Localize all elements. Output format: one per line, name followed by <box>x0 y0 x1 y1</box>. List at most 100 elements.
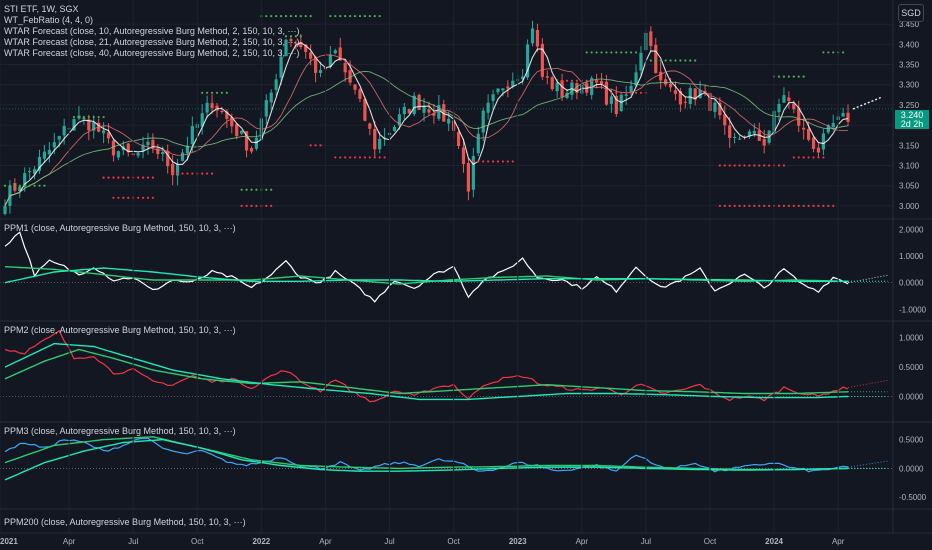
signal-dot <box>782 204 786 207</box>
candle-body <box>102 130 106 134</box>
time-axis-label: 2022 <box>252 537 270 546</box>
candle-body <box>299 42 303 48</box>
candle-body <box>437 104 441 119</box>
signal-dot <box>639 91 643 94</box>
candle-body <box>47 149 51 155</box>
candle-body <box>106 132 111 139</box>
legend-wtar-forecast-10: WTAR Forecast (close, 10, Autoregressive… <box>4 26 300 36</box>
signal-dot <box>600 51 603 54</box>
candle-body <box>698 89 702 99</box>
candle-body <box>659 71 663 81</box>
signal-dot <box>250 188 253 191</box>
signal-dot <box>570 79 574 82</box>
signal-dot <box>758 204 761 207</box>
candle-body <box>422 106 426 113</box>
candle-body <box>511 80 515 87</box>
candle-body <box>235 124 239 137</box>
candle-body <box>18 186 22 192</box>
signal-dot <box>378 156 381 159</box>
candle-body <box>304 44 308 52</box>
signal-dot <box>309 14 312 18</box>
candle-body <box>313 56 318 73</box>
signal-dot <box>472 160 475 163</box>
candle-body <box>831 122 835 128</box>
candle-body <box>649 31 653 46</box>
signal-dot <box>299 35 302 38</box>
signal-dot <box>487 160 490 163</box>
pane1-series-2 <box>4 267 848 284</box>
candle-body <box>32 169 37 174</box>
time-axis-label: Apr <box>319 537 332 546</box>
signal-dot <box>718 164 721 167</box>
time-axis-label: 2021 <box>0 537 18 546</box>
candle-body <box>13 183 17 191</box>
signal-dot <box>349 14 352 18</box>
signal-dot <box>265 14 268 18</box>
candle-body <box>417 94 421 110</box>
signal-dot <box>822 204 825 207</box>
signal-dot <box>240 188 243 191</box>
signal-dot <box>28 184 31 187</box>
signal-dot <box>33 184 36 187</box>
candle-body <box>521 76 525 80</box>
signal-dot <box>511 160 514 163</box>
candle-body <box>501 88 505 91</box>
signal-dot <box>358 156 362 159</box>
time-axis-label: Jul <box>384 537 394 546</box>
time-axis-label: Apr <box>63 537 76 546</box>
signal-dot <box>595 51 598 54</box>
signal-dot <box>279 14 283 18</box>
candle-body <box>506 86 510 89</box>
candle-body <box>161 151 165 155</box>
pane1-series-1 <box>4 266 849 285</box>
candle-body <box>560 80 564 98</box>
candle-body <box>62 126 66 136</box>
signal-dot <box>634 91 638 94</box>
candle-body <box>318 70 323 73</box>
signal-dot <box>3 184 7 187</box>
signal-dot <box>787 75 790 78</box>
candle-body <box>737 138 742 140</box>
signal-dot <box>206 91 209 94</box>
signal-dot <box>215 91 219 94</box>
candle-body <box>151 139 155 148</box>
signal-dot <box>334 156 337 159</box>
candle-body <box>486 102 490 113</box>
candle-body <box>747 131 752 137</box>
candle-body <box>471 155 475 190</box>
candle-body <box>797 107 801 126</box>
candle-body <box>230 116 234 127</box>
candle-body <box>762 138 766 146</box>
signal-dot <box>77 115 81 119</box>
candle-body <box>639 52 643 71</box>
signal-dot <box>625 51 628 54</box>
candle-body <box>72 119 76 131</box>
pane2-series-2 <box>4 342 849 401</box>
signal-dot <box>585 79 588 82</box>
candle-body <box>294 42 298 44</box>
candle-body <box>575 83 579 93</box>
candle-body <box>802 127 806 130</box>
wtar-forecast-line-21 <box>4 54 849 207</box>
pane1-axis-tick: 2.0000 <box>899 225 924 234</box>
signal-dot <box>373 14 376 18</box>
signal-dot <box>753 164 756 167</box>
signal-dot <box>92 115 95 119</box>
candle-body <box>328 54 332 67</box>
time-axis-label: Oct <box>191 537 204 546</box>
signal-dot <box>206 172 209 175</box>
signal-dot <box>112 176 115 179</box>
signal-dot <box>220 91 224 94</box>
candle-body <box>37 156 42 171</box>
time-axis-label: Jul <box>128 537 138 546</box>
currency-button[interactable]: SGD <box>898 4 924 22</box>
main-legend: STI ETF, 1W, SGX WT_FebRatio (4, 4, 0) W… <box>4 4 299 59</box>
signal-dot <box>122 176 125 179</box>
signal-dot <box>842 51 845 54</box>
signal-dot <box>777 164 781 167</box>
candle-body <box>284 39 288 57</box>
signal-dot <box>590 51 593 54</box>
candle-body <box>412 95 416 115</box>
signal-dot <box>605 51 608 54</box>
